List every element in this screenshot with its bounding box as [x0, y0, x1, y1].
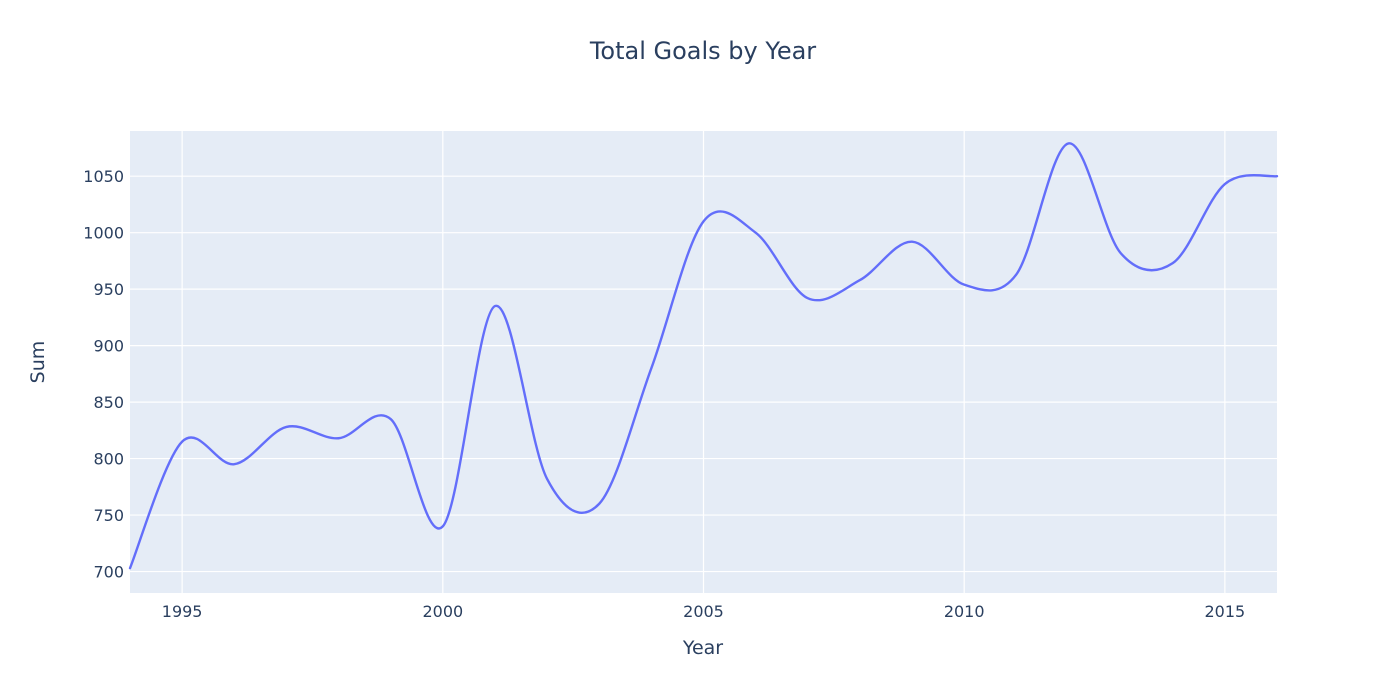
y-tick-label: 800: [93, 450, 124, 469]
y-tick-label: 700: [93, 563, 124, 582]
x-axis-ticks: 1995 2000 2005 2010 2015: [162, 602, 1245, 621]
y-tick-label: 950: [93, 280, 124, 299]
y-tick-label: 850: [93, 393, 124, 412]
y-axis-ticks: 700 750 800 850 900 950 1000 1050: [83, 167, 124, 581]
chart-title: Total Goals by Year: [589, 37, 816, 65]
x-axis-label: Year: [682, 637, 723, 659]
y-axis-label: Sum: [27, 341, 49, 384]
y-tick-label: 1050: [83, 167, 124, 186]
y-tick-label: 1000: [83, 224, 124, 243]
grid-lines: [130, 131, 1277, 593]
series-line: [128, 142, 1279, 570]
x-tick-label: 1995: [162, 602, 203, 621]
series-lines: [128, 142, 1279, 570]
x-tick-label: 2000: [422, 602, 463, 621]
x-tick-label: 2015: [1205, 602, 1246, 621]
y-tick-label: 900: [93, 337, 124, 356]
x-tick-label: 2005: [683, 602, 724, 621]
x-tick-label: 2010: [944, 602, 985, 621]
y-tick-label: 750: [93, 506, 124, 525]
